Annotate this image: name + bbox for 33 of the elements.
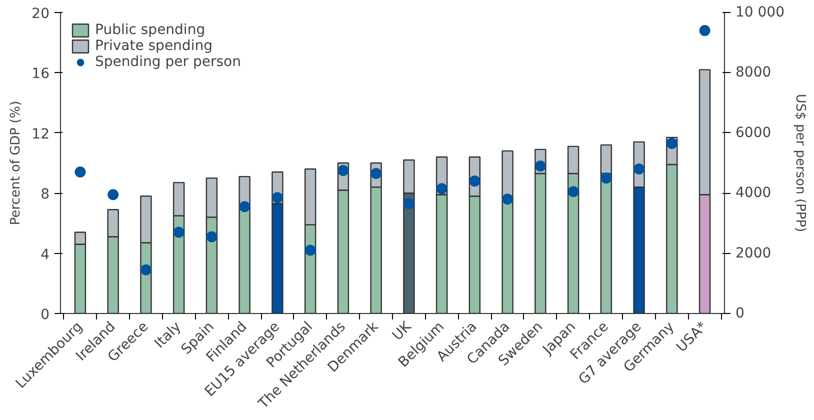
y2-tick-label: 0 <box>736 306 744 322</box>
point <box>173 226 184 238</box>
y2-tick-label: 2000 <box>736 245 772 262</box>
y-tick-label: 8 <box>40 186 50 203</box>
point <box>74 166 86 178</box>
point <box>206 231 218 242</box>
point <box>239 201 250 212</box>
point <box>502 194 514 205</box>
y-axis-title: Percent of GDP (%) <box>8 100 24 226</box>
y-tick-label: 20 <box>32 6 50 22</box>
y2-axis-title: US$ per person (PPP) <box>792 94 808 232</box>
legend-label: Spending per person <box>95 54 241 70</box>
y2-tick-label: 10 000 <box>736 4 784 20</box>
y-tick-label: 0 <box>40 307 50 323</box>
point <box>699 25 710 36</box>
point <box>403 198 414 210</box>
point <box>108 189 119 200</box>
y-tick-label: 4 <box>40 246 50 263</box>
y2-tick-label: 4000 <box>736 185 772 202</box>
legend-label: Private spending <box>95 38 212 54</box>
point <box>634 164 645 175</box>
point <box>568 186 579 198</box>
point <box>140 264 152 276</box>
y2-tick-label: 6000 <box>736 124 772 141</box>
y-tick-label: 16 <box>32 66 50 82</box>
point <box>272 192 283 204</box>
point <box>304 244 316 256</box>
point <box>436 183 448 194</box>
y2-tick-label: 8000 <box>736 64 772 81</box>
legend-label: Public spending <box>95 22 206 38</box>
point <box>666 138 678 149</box>
point <box>600 172 612 184</box>
y-tick-label: 12 <box>32 126 50 142</box>
